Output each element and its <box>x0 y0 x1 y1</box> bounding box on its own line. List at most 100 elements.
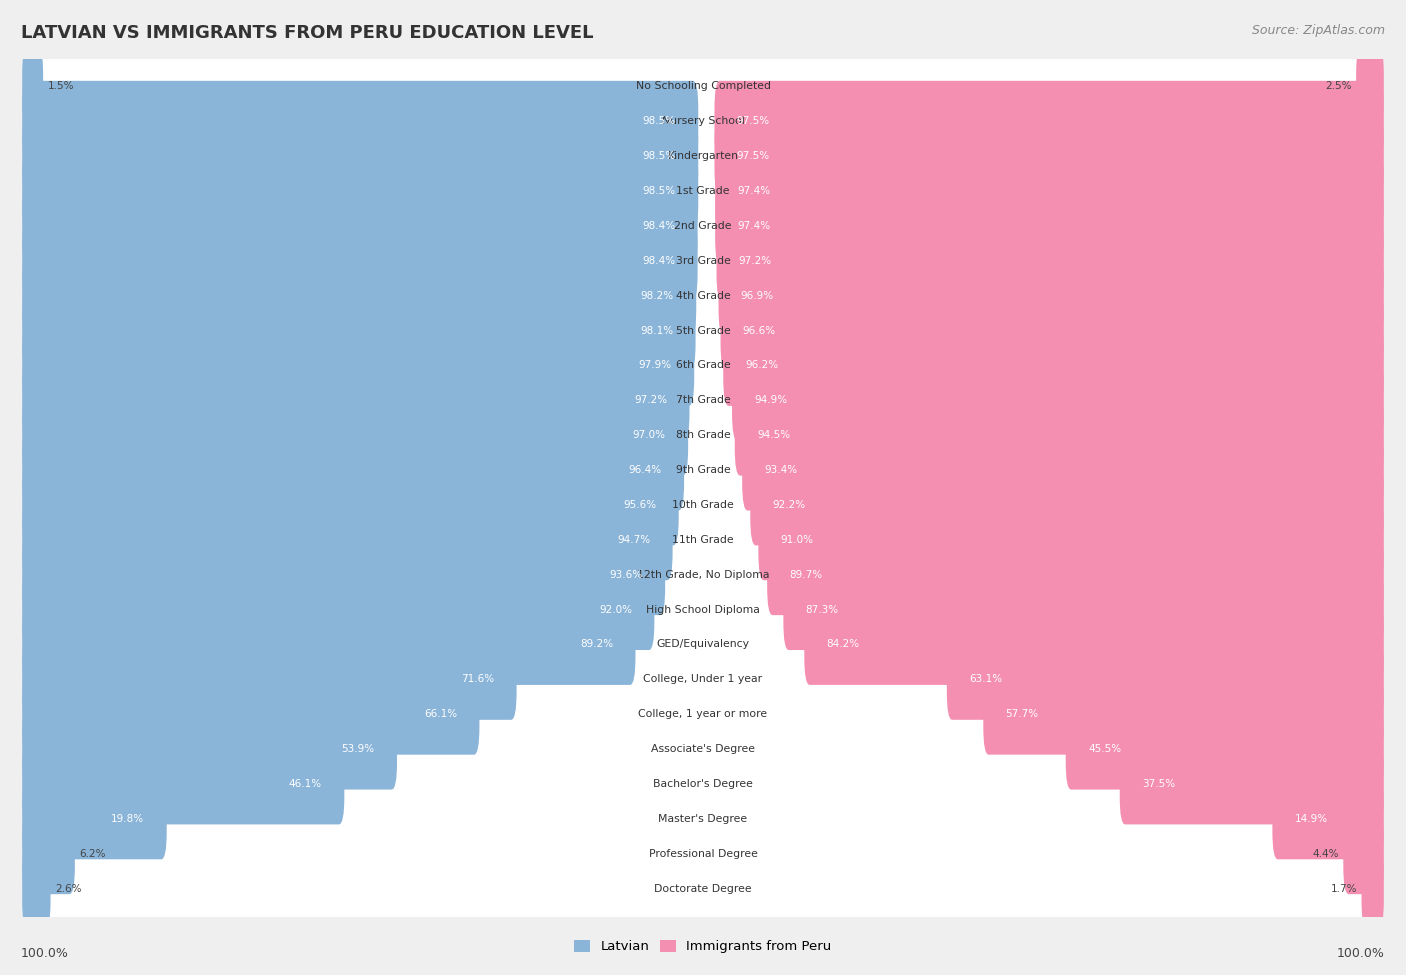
Text: 98.5%: 98.5% <box>643 116 676 127</box>
Text: 93.6%: 93.6% <box>610 569 643 580</box>
Text: 98.5%: 98.5% <box>643 186 676 196</box>
Text: Kindergarten: Kindergarten <box>668 151 738 161</box>
FancyBboxPatch shape <box>714 116 1384 197</box>
FancyBboxPatch shape <box>714 81 1384 162</box>
Text: 6th Grade: 6th Grade <box>676 361 730 370</box>
FancyBboxPatch shape <box>1119 744 1384 825</box>
FancyBboxPatch shape <box>1343 813 1384 894</box>
FancyBboxPatch shape <box>733 360 1384 441</box>
Text: 97.0%: 97.0% <box>633 430 666 440</box>
Text: 95.6%: 95.6% <box>623 500 657 510</box>
Text: 100.0%: 100.0% <box>1337 947 1385 960</box>
FancyBboxPatch shape <box>22 291 1384 371</box>
Text: 96.6%: 96.6% <box>742 326 776 335</box>
FancyBboxPatch shape <box>718 255 1384 336</box>
FancyBboxPatch shape <box>22 116 699 197</box>
Text: 96.9%: 96.9% <box>741 291 773 300</box>
FancyBboxPatch shape <box>22 499 1384 580</box>
Text: Nursery School: Nursery School <box>662 116 744 127</box>
FancyBboxPatch shape <box>717 220 1384 301</box>
Text: 98.2%: 98.2% <box>641 291 673 300</box>
Text: 46.1%: 46.1% <box>288 779 322 789</box>
Text: 96.2%: 96.2% <box>745 361 779 370</box>
FancyBboxPatch shape <box>983 674 1384 755</box>
Text: 97.9%: 97.9% <box>638 361 672 370</box>
FancyBboxPatch shape <box>716 150 1384 231</box>
FancyBboxPatch shape <box>22 744 344 825</box>
FancyBboxPatch shape <box>22 709 396 790</box>
FancyBboxPatch shape <box>22 150 699 231</box>
Text: 100.0%: 100.0% <box>21 947 69 960</box>
FancyBboxPatch shape <box>1066 709 1384 790</box>
Text: 98.1%: 98.1% <box>640 326 673 335</box>
Text: Master's Degree: Master's Degree <box>658 814 748 824</box>
FancyBboxPatch shape <box>22 464 1384 545</box>
Text: 98.4%: 98.4% <box>643 255 675 266</box>
Text: 1.5%: 1.5% <box>48 81 75 92</box>
FancyBboxPatch shape <box>22 569 1384 650</box>
Text: 53.9%: 53.9% <box>342 744 375 754</box>
FancyBboxPatch shape <box>758 499 1384 580</box>
FancyBboxPatch shape <box>22 744 1384 825</box>
Text: 94.9%: 94.9% <box>755 395 787 406</box>
FancyBboxPatch shape <box>22 848 51 929</box>
Text: No Schooling Completed: No Schooling Completed <box>636 81 770 92</box>
FancyBboxPatch shape <box>22 220 697 301</box>
Text: 98.4%: 98.4% <box>643 221 675 231</box>
Text: 97.5%: 97.5% <box>737 116 770 127</box>
Text: 97.5%: 97.5% <box>737 151 770 161</box>
Text: Professional Degree: Professional Degree <box>648 848 758 859</box>
FancyBboxPatch shape <box>22 291 696 371</box>
Text: 4th Grade: 4th Grade <box>676 291 730 300</box>
FancyBboxPatch shape <box>22 604 1384 684</box>
FancyBboxPatch shape <box>22 360 689 441</box>
Text: Associate's Degree: Associate's Degree <box>651 744 755 754</box>
Text: 94.7%: 94.7% <box>617 535 651 545</box>
FancyBboxPatch shape <box>22 325 1384 406</box>
FancyBboxPatch shape <box>22 430 1384 511</box>
Text: 84.2%: 84.2% <box>827 640 859 649</box>
Text: 96.4%: 96.4% <box>628 465 662 475</box>
Legend: Latvian, Immigrants from Peru: Latvian, Immigrants from Peru <box>569 935 837 958</box>
Text: College, 1 year or more: College, 1 year or more <box>638 709 768 720</box>
FancyBboxPatch shape <box>22 778 167 859</box>
Text: 1.7%: 1.7% <box>1330 883 1357 894</box>
FancyBboxPatch shape <box>22 430 685 511</box>
Text: 12th Grade, No Diploma: 12th Grade, No Diploma <box>637 569 769 580</box>
FancyBboxPatch shape <box>22 674 479 755</box>
FancyBboxPatch shape <box>22 848 1384 929</box>
Text: 66.1%: 66.1% <box>425 709 457 720</box>
FancyBboxPatch shape <box>22 604 636 684</box>
FancyBboxPatch shape <box>716 185 1384 266</box>
FancyBboxPatch shape <box>22 255 1384 336</box>
FancyBboxPatch shape <box>22 46 1384 127</box>
FancyBboxPatch shape <box>22 185 697 266</box>
FancyBboxPatch shape <box>1361 848 1384 929</box>
FancyBboxPatch shape <box>1272 778 1384 859</box>
Text: 4.4%: 4.4% <box>1312 848 1339 859</box>
Text: GED/Equivalency: GED/Equivalency <box>657 640 749 649</box>
FancyBboxPatch shape <box>22 46 44 127</box>
Text: College, Under 1 year: College, Under 1 year <box>644 675 762 684</box>
FancyBboxPatch shape <box>22 360 1384 441</box>
Text: LATVIAN VS IMMIGRANTS FROM PERU EDUCATION LEVEL: LATVIAN VS IMMIGRANTS FROM PERU EDUCATIO… <box>21 24 593 42</box>
Text: 45.5%: 45.5% <box>1088 744 1121 754</box>
FancyBboxPatch shape <box>22 464 679 545</box>
FancyBboxPatch shape <box>22 325 695 406</box>
Text: 7th Grade: 7th Grade <box>676 395 730 406</box>
Text: 94.5%: 94.5% <box>756 430 790 440</box>
FancyBboxPatch shape <box>22 709 1384 790</box>
Text: 14.9%: 14.9% <box>1295 814 1327 824</box>
FancyBboxPatch shape <box>22 674 1384 755</box>
Text: 71.6%: 71.6% <box>461 675 495 684</box>
FancyBboxPatch shape <box>768 534 1384 615</box>
FancyBboxPatch shape <box>22 534 1384 615</box>
FancyBboxPatch shape <box>22 255 696 336</box>
FancyBboxPatch shape <box>22 778 1384 859</box>
Text: 57.7%: 57.7% <box>1005 709 1039 720</box>
Text: 97.4%: 97.4% <box>738 186 770 196</box>
Text: 97.4%: 97.4% <box>738 221 770 231</box>
Text: 97.2%: 97.2% <box>634 395 668 406</box>
Text: 63.1%: 63.1% <box>969 675 1002 684</box>
Text: 11th Grade: 11th Grade <box>672 535 734 545</box>
